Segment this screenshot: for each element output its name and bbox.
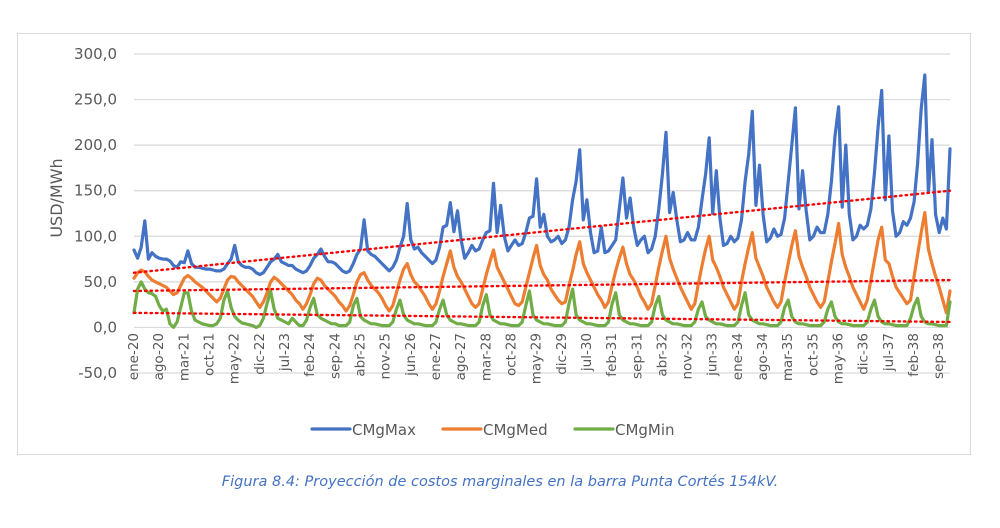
- x-tick-label: ago-34: [755, 333, 771, 380]
- figure-caption: Figura 8.4: Proyección de costos margina…: [221, 474, 779, 490]
- legend-item-cmgmax: CMgMax: [310, 421, 416, 439]
- line-chart: -50,0 0,0 50,0 100,0 150,0 200,0 250,0 300,0 US…: [47, 45, 952, 439]
- x-tick-label: jul-23: [277, 333, 293, 372]
- y-axis-label: USD/MWh: [47, 158, 66, 237]
- y-tick-label: 300,0: [74, 45, 117, 63]
- trendline-cmgmin: [132, 311, 952, 324]
- x-tick-label: feb-31: [604, 333, 620, 377]
- x-tick-label: feb-38: [906, 333, 922, 377]
- trendline-cmgmed: [132, 278, 952, 293]
- series-line-cmgmin: [132, 280, 952, 329]
- x-tick-label: sep-38: [931, 333, 947, 379]
- y-tick-label: -50,0: [78, 364, 117, 382]
- x-tick-label: may-22: [227, 333, 243, 384]
- x-tick-label: dic-22: [252, 333, 268, 375]
- x-tick-label: nov-25: [378, 333, 394, 380]
- x-tick-label: may-36: [831, 333, 847, 384]
- x-tick-label: feb-24: [302, 333, 318, 377]
- x-tick-label: dic-29: [554, 333, 570, 375]
- x-axis-ticks: ene-20 ago-20 mar-21 oct-21 may-22 dic-22 jul-…: [126, 333, 947, 384]
- x-tick-label: abr-32: [654, 333, 670, 377]
- x-tick-label: sep-24: [327, 333, 343, 379]
- legend-label: CMgMax: [352, 421, 416, 439]
- y-tick-label: 100,0: [74, 227, 117, 245]
- x-tick-label: ene-20: [126, 333, 142, 380]
- y-tick-label: 250,0: [74, 91, 117, 109]
- x-tick-label: ago-27: [453, 333, 469, 380]
- gridlines: [134, 53, 950, 374]
- legend-label: CMgMin: [615, 421, 675, 439]
- x-tick-label: oct-21: [201, 333, 217, 376]
- x-tick-label: mar-28: [478, 333, 494, 381]
- x-tick-label: jun-26: [403, 333, 419, 377]
- y-tick-label: 50,0: [84, 273, 117, 291]
- y-tick-label: 150,0: [74, 182, 117, 200]
- x-tick-label: abr-25: [352, 333, 368, 377]
- series-lines: [132, 73, 952, 329]
- x-tick-label: oct-35: [805, 333, 821, 376]
- x-tick-label: may-29: [529, 333, 545, 384]
- x-tick-label: mar-21: [176, 333, 192, 381]
- x-tick-label: ago-20: [151, 333, 167, 380]
- x-tick-label: jul-30: [579, 333, 595, 372]
- y-tick-label: 200,0: [74, 136, 117, 154]
- chart-frame: [17, 33, 971, 455]
- trendlines: [132, 189, 952, 324]
- x-tick-label: oct-28: [503, 333, 519, 376]
- series-line-cmgmed: [132, 211, 952, 315]
- x-tick-label: sep-31: [629, 333, 645, 379]
- legend-label: CMgMed: [483, 421, 548, 439]
- legend-item-cmgmin: CMgMin: [573, 421, 675, 439]
- x-tick-label: jul-37: [881, 333, 897, 372]
- x-tick-label: ene-34: [730, 333, 746, 380]
- y-tick-label: 0,0: [93, 318, 117, 336]
- series-line-cmgmax: [132, 73, 952, 277]
- legend-item-cmgmed: CMgMed: [441, 421, 548, 439]
- x-tick-label: jun-33: [705, 333, 721, 377]
- x-tick-label: mar-35: [780, 333, 796, 381]
- legend: CMgMax CMgMed CMgMin: [310, 421, 675, 439]
- x-tick-label: dic-36: [856, 333, 872, 375]
- x-tick-label: nov-32: [680, 333, 696, 380]
- y-axis-ticks: -50,0 0,0 50,0 100,0 150,0 200,0 250,0 300,0: [74, 45, 117, 382]
- trendline-cmgmax: [132, 189, 952, 274]
- x-tick-label: ene-27: [428, 333, 444, 380]
